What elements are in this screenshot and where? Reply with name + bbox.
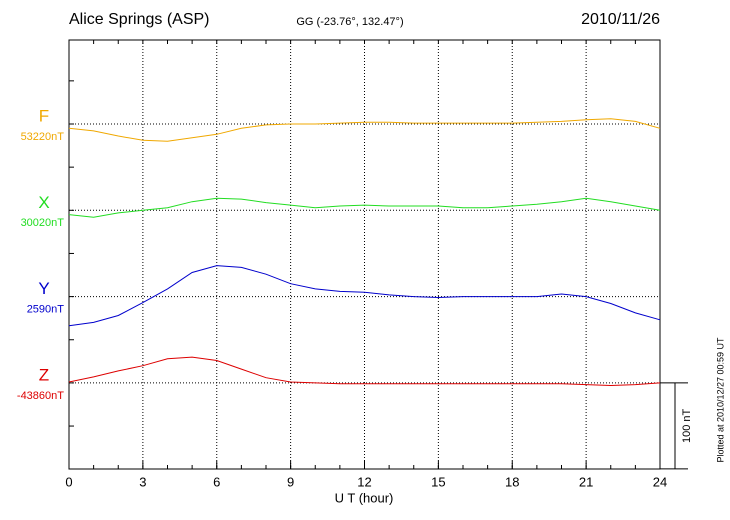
x-tick-label: 12: [357, 474, 371, 489]
x-tick-label: 21: [579, 474, 593, 489]
baseline-label: 2590nT: [27, 304, 65, 316]
data-line: [68, 265, 661, 327]
chart-title: Alice Springs (ASP): [69, 11, 210, 28]
baseline-label: 53220nT: [21, 131, 65, 143]
x-axis-label: U T (hour): [335, 490, 394, 505]
scale-bar-label: 100 nT: [681, 408, 693, 443]
series-name: Y: [38, 279, 49, 298]
chart-date: 2010/11/26: [581, 11, 660, 28]
baseline-label: 30020nT: [21, 217, 65, 229]
x-tick-label: 6: [213, 474, 220, 489]
data-line: [68, 356, 661, 387]
series-name: F: [39, 106, 49, 125]
baseline-label: -43860nT: [17, 390, 64, 402]
plot-note: Plotted at 2010/12/27 00:59 UT: [715, 337, 725, 463]
x-tick-label: 24: [653, 474, 667, 489]
x-tick-label: 15: [431, 474, 445, 489]
chart-subtitle: GG (-23.76°, 132.47°): [296, 16, 403, 28]
x-tick-label: 0: [65, 474, 72, 489]
x-tick-label: 3: [139, 474, 146, 489]
data-line: [68, 118, 661, 142]
series-name: Z: [39, 365, 49, 384]
series-name: X: [38, 193, 49, 212]
x-tick-label: 9: [287, 474, 294, 489]
data-line: [68, 197, 661, 218]
x-tick-label: 18: [505, 474, 519, 489]
plot-frame: [68, 39, 661, 470]
